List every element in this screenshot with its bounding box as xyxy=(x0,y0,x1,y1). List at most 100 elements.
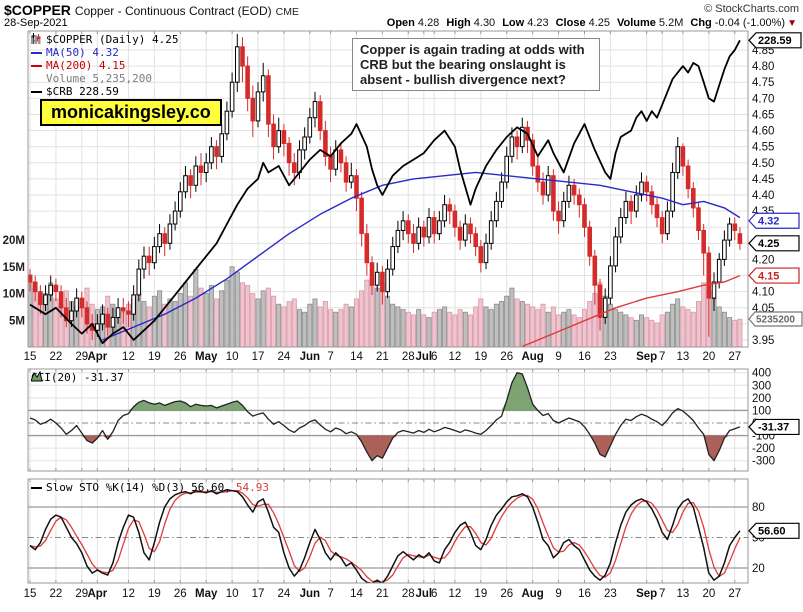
svg-text:27: 27 xyxy=(728,588,741,600)
svg-text:20: 20 xyxy=(702,588,715,600)
legend-crb-label: $CRB 228.59 xyxy=(46,85,119,98)
svg-text:28: 28 xyxy=(402,588,415,600)
svg-text:4.40: 4.40 xyxy=(752,190,774,202)
svg-text:10: 10 xyxy=(226,588,239,600)
quote-close-label: Close xyxy=(555,17,586,29)
svg-text:May: May xyxy=(195,351,218,363)
svg-text:4.50: 4.50 xyxy=(752,158,774,170)
legend-volume-label: Volume 5,235,200 xyxy=(46,72,152,85)
svg-text:15: 15 xyxy=(24,588,37,600)
legend-ma200-label: MA(200) 4.15 xyxy=(46,59,126,72)
symbol-description: Copper - Continuous Contract (EOD) xyxy=(74,4,272,18)
sto-k-value: 56.60, xyxy=(191,481,231,494)
svg-text:16: 16 xyxy=(578,351,591,363)
annotation-box: Copper is again trading at odds with CRB… xyxy=(352,38,600,91)
svg-text:26: 26 xyxy=(500,588,513,600)
legend-price-row: $COPPER (Daily) 4.25 xyxy=(31,33,178,46)
svg-text:10: 10 xyxy=(226,351,239,363)
change-down-arrow-icon: ▼ xyxy=(787,18,797,29)
legend-ma50-row: MA(50) 4.32 xyxy=(31,46,178,59)
svg-text:23: 23 xyxy=(604,588,617,600)
svg-text:7: 7 xyxy=(327,588,333,600)
svg-text:Jun: Jun xyxy=(300,351,320,363)
svg-text:Aug: Aug xyxy=(521,351,543,363)
annotation-line-2: CRB but the bearing onslaught is xyxy=(360,57,566,72)
svg-text:-300: -300 xyxy=(752,456,775,468)
svg-text:23: 23 xyxy=(604,351,617,363)
svg-text:4.10: 4.10 xyxy=(752,287,774,299)
svg-text:4.45: 4.45 xyxy=(752,174,774,186)
svg-text:28: 28 xyxy=(402,351,415,363)
svg-text:20: 20 xyxy=(702,351,715,363)
annotation-line-3: absent - bullish divergence next? xyxy=(360,72,566,87)
quote-chg-label: Chg xyxy=(690,17,712,29)
svg-text:9: 9 xyxy=(555,351,561,363)
svg-text:16: 16 xyxy=(578,588,591,600)
svg-text:100: 100 xyxy=(752,405,771,417)
chart-date: 28-Sep-2021 xyxy=(4,17,68,29)
legend-crb-row: $CRB 228.59 xyxy=(31,85,178,98)
symbol-label: $COPPER xyxy=(4,2,71,18)
legend-ma200-row: MA(200) 4.15 xyxy=(31,59,178,72)
svg-text:Apr: Apr xyxy=(87,588,107,600)
svg-text:7: 7 xyxy=(659,588,665,600)
cci-legend: CCI(20) -31.37 xyxy=(31,371,124,384)
svg-text:26: 26 xyxy=(500,351,513,363)
svg-text:5M: 5M xyxy=(9,315,25,327)
svg-text:7: 7 xyxy=(659,351,665,363)
svg-text:-31.37: -31.37 xyxy=(758,422,789,434)
svg-text:12: 12 xyxy=(449,588,462,600)
legend-price-label: $COPPER (Daily) 4.25 xyxy=(46,33,179,46)
svg-text:6: 6 xyxy=(431,588,437,600)
quote-low-label: Low xyxy=(502,17,525,29)
svg-text:4.32: 4.32 xyxy=(758,216,779,228)
svg-text:17: 17 xyxy=(252,351,265,363)
svg-text:15M: 15M xyxy=(3,262,25,274)
svg-text:Apr: Apr xyxy=(87,351,107,363)
svg-text:56.60: 56.60 xyxy=(758,526,786,538)
svg-text:19: 19 xyxy=(148,588,161,600)
crb-line-icon xyxy=(31,90,42,93)
svg-text:7: 7 xyxy=(327,351,333,363)
svg-text:3.95: 3.95 xyxy=(752,335,774,347)
svg-text:27: 27 xyxy=(728,351,741,363)
svg-text:19: 19 xyxy=(148,351,161,363)
svg-text:228.59: 228.59 xyxy=(758,35,792,47)
svg-text:Jul: Jul xyxy=(416,588,433,600)
svg-text:4.15: 4.15 xyxy=(758,270,779,282)
svg-text:4.80: 4.80 xyxy=(752,61,774,73)
copyright-label: © StockCharts.com xyxy=(704,3,799,15)
svg-text:12: 12 xyxy=(122,588,135,600)
svg-text:14: 14 xyxy=(350,588,363,600)
svg-text:Aug: Aug xyxy=(521,588,543,600)
quote-high-label: High xyxy=(446,17,471,29)
watermark-banner: monicakingsley.co xyxy=(40,99,222,126)
svg-text:200: 200 xyxy=(752,393,771,405)
quote-close-value: 4.25 xyxy=(588,17,610,29)
svg-text:19: 19 xyxy=(474,588,487,600)
svg-text:300: 300 xyxy=(752,380,771,392)
annotation-line-1: Copper is again trading at odds with xyxy=(360,42,585,57)
main-legend: $COPPER (Daily) 4.25 MA(50) 4.32 MA(200)… xyxy=(31,33,178,98)
svg-text:Jun: Jun xyxy=(300,588,320,600)
sto-legend: Slow STO %K(14) %D(3) 56.60, 54.93 xyxy=(31,481,269,494)
svg-text:4.55: 4.55 xyxy=(752,142,774,154)
svg-text:Sep: Sep xyxy=(636,351,657,363)
exchange-label: CME xyxy=(275,6,300,18)
quote-open-label: Open xyxy=(386,17,415,29)
quote-open-value: 4.28 xyxy=(417,17,440,29)
svg-text:26: 26 xyxy=(174,588,187,600)
legend-volume-row: Volume 5,235,200 xyxy=(31,35,178,85)
quote-volume-label: Volume xyxy=(617,17,656,29)
svg-text:80: 80 xyxy=(752,502,765,514)
svg-text:4.60: 4.60 xyxy=(752,126,774,138)
svg-text:21: 21 xyxy=(376,588,389,600)
svg-text:4.25: 4.25 xyxy=(758,238,779,250)
svg-text:22: 22 xyxy=(50,351,63,363)
quote-chg-value: -0.04 (-1.00%) xyxy=(714,17,786,29)
svg-text:15: 15 xyxy=(24,351,37,363)
svg-text:May: May xyxy=(195,588,218,600)
chart-header: $COPPER Copper - Continuous Contract (EOD… xyxy=(4,2,799,18)
svg-text:10M: 10M xyxy=(3,289,25,301)
quote-row: 28-Sep-2021 Open 4.28 High 4.30 Low 4.23 Close… xyxy=(4,17,799,31)
